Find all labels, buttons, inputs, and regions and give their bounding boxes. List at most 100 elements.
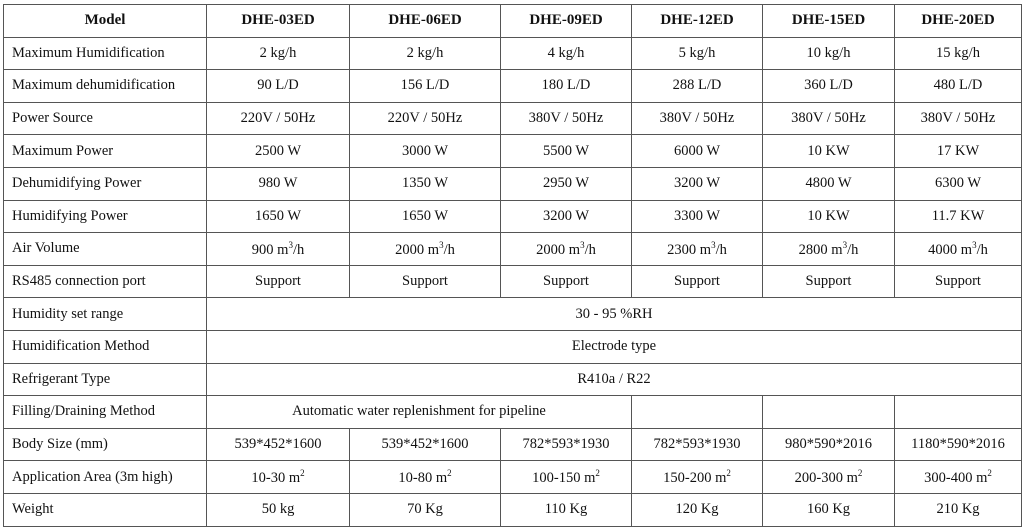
value-text: 3200 W	[673, 175, 721, 192]
value-cell: 100-150 m2	[500, 460, 632, 494]
value-text: Support	[674, 273, 720, 290]
table-row: Humidification Method Electrode type	[3, 329, 1022, 364]
value-cell: 220V / 50Hz	[206, 101, 350, 136]
value-cell: Support	[631, 264, 763, 299]
value-text: 2950 W	[542, 175, 590, 192]
value-text: 1650 W	[401, 207, 449, 224]
table-row: Humidity set range 30 - 95 %RH	[3, 297, 1022, 331]
value-text: 110 Kg	[544, 501, 588, 518]
value-cell: 300-400 m2	[894, 460, 1022, 494]
value-text: 1350 W	[401, 175, 449, 192]
table-row: Maximum Power 2500 W 3000 W 5500 W 6000 W 10 …	[3, 134, 1022, 168]
merged-value-cell: 30 - 95 %RH	[206, 297, 1022, 331]
value-text: 539*452*1600	[381, 436, 469, 453]
value-cell: 180 L/D	[500, 69, 632, 103]
value-cell: 4800 W	[762, 166, 895, 201]
unit-suffix: /h	[847, 241, 859, 258]
value-cell: 3000 W	[349, 134, 501, 168]
value-text: 2800 m	[798, 241, 843, 258]
value-text: 10-30 m	[251, 469, 301, 486]
value-text: 782*593*1930	[522, 436, 610, 453]
value-cell: Support	[500, 264, 632, 299]
value-cell: 120 Kg	[631, 492, 763, 527]
value-cell: 5500 W	[500, 134, 632, 168]
unit-suffix: /h	[443, 241, 455, 258]
value-cell: 2950 W	[500, 166, 632, 201]
table-row: Weight 50 kg 70 Kg 110 Kg 120 Kg 160 Kg 210 Kg	[3, 492, 1022, 527]
value-text: 17 KW	[936, 142, 980, 159]
value-text: Support	[255, 273, 301, 290]
value-cell: 10 kg/h	[762, 36, 895, 71]
table-row: Maximum Humidification 2 kg/h 2 kg/h 4 kg/h…	[3, 36, 1022, 71]
superscript: 2	[726, 467, 731, 478]
row-label: Humidifying Power	[3, 199, 207, 234]
value-text: 180 L/D	[541, 77, 591, 94]
value-cell: 90 L/D	[206, 69, 350, 103]
value-text: 220V / 50Hz	[240, 110, 316, 127]
row-label: RS485 connection port	[3, 264, 207, 299]
value-text: 300-400 m	[924, 469, 988, 486]
value-cell: 150-200 m2	[631, 460, 763, 494]
value-cell: 2800 m3/h	[762, 232, 895, 266]
value-cell: 380V / 50Hz	[631, 101, 763, 136]
row-label: Air Volume	[3, 232, 207, 266]
empty-cell	[762, 395, 895, 429]
value-text: Support	[805, 273, 852, 290]
value-cell: 1350 W	[349, 166, 501, 201]
row-label: Refrigerant Type	[3, 362, 207, 397]
value-cell: 380V / 50Hz	[500, 101, 632, 136]
value-text: 200-300 m	[794, 469, 858, 486]
value-cell: 1650 W	[206, 199, 350, 234]
row-label: Filling/Draining Method	[3, 395, 207, 429]
value-text: 3200 W	[542, 207, 590, 224]
value-text: 6000 W	[673, 142, 721, 159]
header-model: Model	[3, 4, 207, 38]
value-cell: 17 KW	[894, 134, 1022, 168]
superscript: 2	[300, 467, 305, 478]
value-cell: 2 kg/h	[349, 36, 501, 71]
value-text: 380V / 50Hz	[791, 110, 866, 127]
value-text: 220V / 50Hz	[387, 110, 463, 127]
row-label: Weight	[3, 492, 207, 527]
superscript: 3	[288, 239, 293, 250]
value-cell: 10 KW	[762, 134, 895, 168]
value-text: 10 kg/h	[806, 44, 851, 61]
superscript: 3	[711, 239, 716, 250]
value-text: 120 Kg	[675, 501, 719, 518]
value-cell: 3300 W	[631, 199, 763, 234]
value-cell: 2000 m3/h	[500, 232, 632, 266]
table-row: Dehumidifying Power 980 W 1350 W 2950 W 3200…	[3, 166, 1022, 201]
row-label: Application Area (3m high)	[3, 460, 207, 494]
row-label: Maximum dehumidification	[3, 69, 207, 103]
merged-value-cell: R410a / R22	[206, 362, 1022, 397]
value-cell: 70 Kg	[349, 492, 501, 527]
value-cell: 6300 W	[894, 166, 1022, 201]
value-text: 210 Kg	[936, 501, 980, 518]
table-row: Humidifying Power 1650 W 1650 W 3200 W 3300 …	[3, 199, 1022, 234]
header-model-name: DHE-03ED	[206, 4, 350, 38]
value-cell: 1650 W	[349, 199, 501, 234]
value-text: Support	[543, 273, 589, 290]
value-cell: 2300 m3/h	[631, 232, 763, 266]
value-text: 782*593*1930	[653, 436, 741, 453]
value-text: 150-200 m	[663, 469, 727, 486]
table-row: Power Source 220V / 50Hz 220V / 50Hz 380V /…	[3, 101, 1022, 136]
value-cell: 360 L/D	[762, 69, 895, 103]
value-text: 2 kg/h	[259, 44, 297, 61]
value-text: 3300 W	[673, 207, 721, 224]
row-label: Humidification Method	[3, 329, 207, 364]
unit-suffix: /h	[715, 241, 727, 258]
value-text: 2300 m	[667, 241, 712, 258]
spec-table: Model DHE-03ED DHE-06ED DHE-09ED DHE-12ED DHE…	[3, 4, 1022, 527]
value-cell: 200-300 m2	[762, 460, 895, 494]
superscript: 2	[987, 467, 992, 478]
value-text: 3000 W	[401, 142, 449, 159]
merged-value-cell: Electrode type	[206, 329, 1022, 364]
value-text: 90 L/D	[257, 77, 299, 94]
table-row: Air Volume 900 m3/h 2000 m3/h 2000 m3/h 2300…	[3, 232, 1022, 266]
table-row: Maximum dehumidification 90 L/D 156 L/D 180…	[3, 69, 1022, 103]
header-model-name: DHE-20ED	[894, 4, 1022, 38]
value-text: 50 kg	[261, 501, 295, 518]
value-cell: 10 KW	[762, 199, 895, 234]
value-text: 6300 W	[934, 175, 982, 192]
